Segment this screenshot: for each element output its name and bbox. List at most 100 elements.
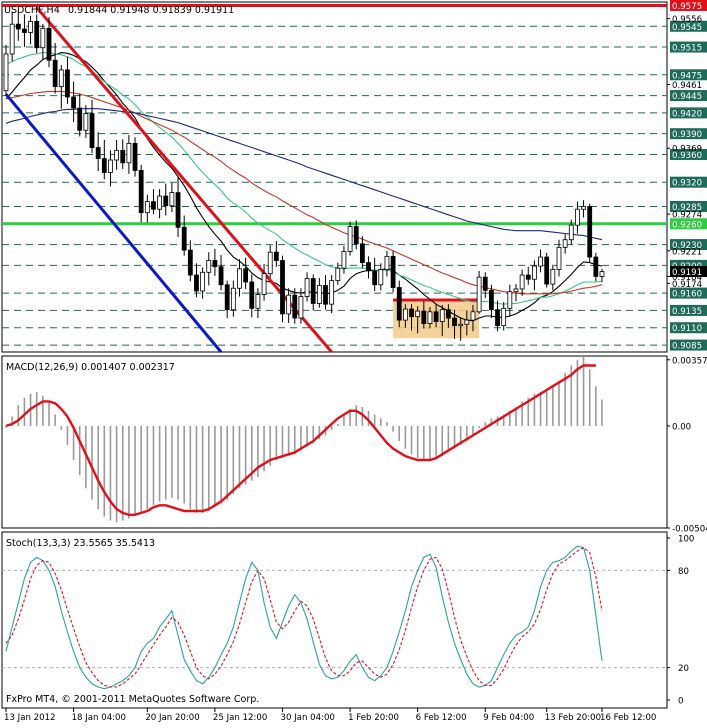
- panel-frame-0: [1, 1, 668, 353]
- candle-body: [52, 59, 58, 87]
- candle-body: [77, 107, 83, 131]
- stoch-tick-label: 80: [678, 567, 689, 577]
- candle-body: [458, 323, 464, 327]
- level-price-tag: [670, 107, 707, 119]
- candle-body: [206, 260, 212, 273]
- candle-body: [187, 249, 193, 276]
- candle-body: [9, 23, 15, 55]
- level-price-tag: [670, 259, 707, 271]
- level-price-tag: [670, 339, 707, 351]
- level-price-label: 0.9110: [672, 324, 702, 334]
- panel-frame-1: [1, 355, 668, 529]
- candle-body: [323, 285, 328, 305]
- moving-averages: [5, 52, 603, 322]
- candle-body: [3, 53, 9, 92]
- level-price-label: 0.9230: [672, 241, 702, 251]
- macd-panel[interactable]: 0.003574 0.00 -0.005042: [5, 356, 707, 535]
- candle-body: [114, 149, 119, 161]
- candle-body: [476, 276, 482, 313]
- level-price-label: 0.9545: [672, 23, 702, 33]
- candle-body: [366, 262, 371, 272]
- stoch-signal-line: [5, 547, 603, 688]
- candle-body: [593, 256, 599, 277]
- candle-body: [224, 284, 230, 311]
- stoch-lines: [2, 545, 667, 690]
- price-tick-label: 0.9221: [672, 247, 702, 257]
- price-tick-label: 0.9461: [672, 81, 702, 91]
- candle-body: [409, 308, 414, 318]
- candle-body: [396, 287, 402, 321]
- level-price-tag: [670, 304, 707, 316]
- copyright-text: FxPro MT4, © 2001-2011 MetaQuotes Softwa…: [6, 694, 259, 705]
- candle-body: [507, 291, 513, 309]
- panel-frame-2: [1, 531, 668, 709]
- stoch-panel[interactable]: 100 80 20 0: [2, 535, 694, 707]
- candle-body: [304, 278, 310, 297]
- candle-body: [482, 276, 488, 291]
- candle-body: [359, 243, 365, 263]
- time-tick-label: 30 Jan 04:00: [280, 713, 334, 723]
- candle-body: [329, 280, 335, 305]
- macd-tick-label: -0.005042: [672, 525, 707, 535]
- candle-body: [587, 206, 593, 258]
- stoch-tick-label: 0: [678, 697, 683, 707]
- candle-body: [169, 192, 175, 207]
- symbol-label: USDCHF,H4: [4, 5, 60, 16]
- candle-body: [575, 208, 580, 226]
- stoch-axis: 100 80 20 0: [667, 535, 694, 707]
- candle-body: [261, 273, 267, 295]
- candle-body: [243, 268, 249, 283]
- candle-body: [599, 271, 605, 277]
- macd-tick-label: 0.00: [672, 422, 691, 432]
- candle-body: [384, 255, 390, 270]
- candle-body: [138, 170, 144, 214]
- price-tick-label: 0.9556: [672, 15, 702, 25]
- candle-body: [151, 201, 156, 210]
- candle-body: [218, 266, 224, 286]
- level-price-tag: [670, 0, 707, 11]
- price-panel[interactable]: 0.9575 0.9545 0.9515 0.9475 0.9445 0.9420 0.93…: [2, 0, 707, 353]
- panel-frames: [1, 1, 668, 709]
- level-price-tag: [670, 200, 707, 212]
- time-tick-label: 6 Feb 12:00: [416, 713, 467, 723]
- candle-body: [421, 310, 427, 324]
- candle-body: [40, 27, 46, 49]
- candle-body: [249, 281, 255, 309]
- candle-body: [175, 192, 181, 228]
- candle-body: [267, 251, 273, 275]
- candle-body: [550, 269, 556, 285]
- level-price-tag: [670, 322, 707, 334]
- candle-body: [519, 274, 525, 290]
- stoch-main-line: [5, 545, 603, 690]
- stoch-tick-label: 20: [678, 664, 689, 674]
- candle-body: [335, 267, 341, 282]
- trendline-blue-descending: [4, 93, 223, 353]
- candle-body: [212, 260, 218, 268]
- candle-body: [525, 274, 531, 280]
- candle-body: [489, 289, 494, 311]
- level-price-tag: [670, 20, 707, 32]
- time-tick-label: 13 Feb 20:00: [545, 713, 601, 723]
- time-tick-label: 20 Jan 20:00: [145, 713, 199, 723]
- candle-body: [286, 294, 292, 315]
- candle-body: [464, 319, 470, 325]
- candle-body: [108, 159, 113, 173]
- candle-body: [120, 149, 126, 164]
- level-price-label: 0.9390: [672, 130, 702, 140]
- level-price-label: 0.9575: [672, 2, 702, 12]
- candle-body: [433, 311, 439, 322]
- candle-body: [390, 255, 396, 288]
- candle-body: [280, 260, 285, 315]
- level-price-tag: [670, 41, 707, 53]
- candle-body: [378, 269, 384, 286]
- level-price-tag: [670, 287, 707, 299]
- level-price-label: 0.9445: [672, 92, 702, 102]
- candle-body: [316, 285, 322, 304]
- candle-body: [163, 195, 169, 207]
- candle-body: [415, 310, 421, 318]
- current-price-label: 0.9191: [672, 268, 702, 278]
- candle-body: [34, 21, 40, 49]
- candle-body: [230, 287, 236, 311]
- candle-body: [513, 288, 519, 293]
